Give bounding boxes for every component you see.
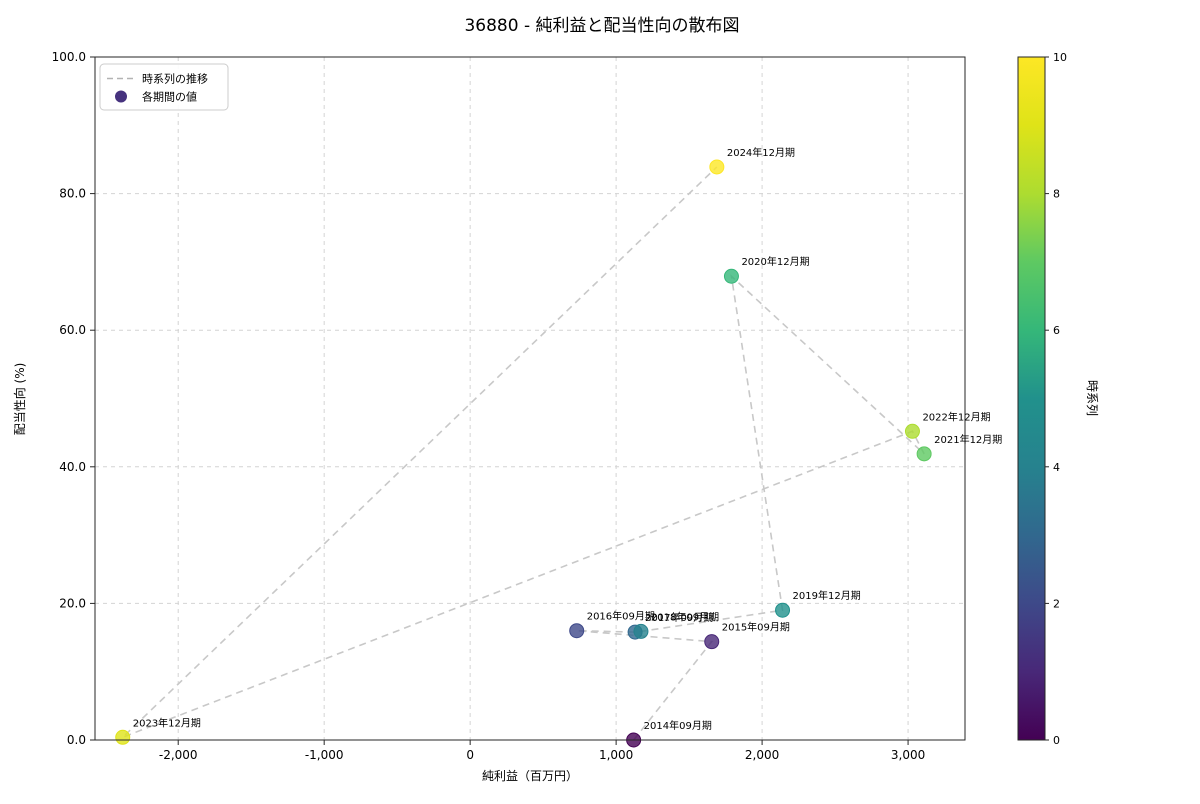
data-point (709, 159, 725, 175)
legend: 時系列の推移 各期間の値 (99, 63, 229, 111)
data-point (569, 623, 585, 639)
y-tick-label: 40.0 (59, 460, 86, 474)
legend-marker-sample (115, 90, 127, 103)
colorbar-tick-label: 10 (1053, 51, 1067, 64)
colorbar-tick-label: 4 (1053, 461, 1060, 474)
colorbar: 0 2 4 6 8 10 時系列 (1017, 51, 1099, 747)
x-tick-label: -2,000 (159, 748, 198, 762)
data-point (916, 446, 932, 462)
chart-title: 36880 - 純利益と配当性向の散布図 (464, 16, 739, 36)
point-label: 2020年12月期 (741, 255, 809, 268)
colorbar-tick-label: 8 (1053, 188, 1060, 201)
point-label: 2018年09月期 (651, 610, 719, 623)
data-point (115, 729, 131, 745)
colorbar-tick-label: 0 (1053, 734, 1060, 747)
colorbar-ticks: 0 2 4 6 8 10 (1045, 51, 1067, 747)
x-axis-label: 純利益（百万円） (482, 769, 578, 783)
x-tick-label: 1,000 (599, 748, 633, 762)
annotation-layer: 2014年09月期 2015年09月期 2016年09月期2017年09月期2018… (133, 146, 1003, 732)
legend-frame (99, 63, 229, 111)
point-label: 2022年12月期 (922, 410, 990, 423)
point-label: 2019年12月期 (793, 589, 861, 602)
y-axis-label: 配当性向 (%) (12, 363, 27, 436)
x-tick-label: -1,000 (305, 748, 344, 762)
tick-layer: -2,000 -1,000 0 1,000 2,000 3,000 0.0 20.0 40.0 6… (52, 50, 926, 762)
time-series-path (122, 166, 925, 741)
point-label: 2017年09月期 (645, 611, 713, 624)
x-tick-label: 2,000 (745, 748, 779, 762)
point-label: 2014年09月期 (644, 719, 712, 732)
y-tick-label: 100.0 (52, 50, 86, 64)
point-label: 2016年09月期 (587, 610, 655, 623)
data-point (775, 602, 791, 618)
point-label: 2021年12月期 (934, 433, 1002, 446)
y-tick-label: 0.0 (67, 733, 86, 747)
data-point (704, 634, 720, 650)
data-point (723, 268, 739, 284)
plot-border (94, 56, 966, 741)
legend-label-series: 時系列の推移 (142, 72, 208, 86)
point-label: 2023年12月期 (133, 716, 201, 729)
x-tick-label: 3,000 (891, 748, 925, 762)
y-tick-label: 60.0 (59, 323, 86, 337)
colorbar-bar (1017, 56, 1046, 741)
series-layer (115, 159, 932, 748)
y-tick-label: 20.0 (59, 596, 86, 610)
colorbar-label: 時系列 (1085, 380, 1099, 416)
grid-layer (95, 56, 965, 741)
colorbar-tick-label: 6 (1053, 324, 1060, 337)
x-tick-label: 0 (466, 748, 474, 762)
y-tick-label: 80.0 (59, 187, 86, 201)
colorbar-tick-label: 2 (1053, 597, 1060, 610)
point-label: 2015年09月期 (722, 621, 790, 634)
data-point (904, 423, 920, 439)
data-point (633, 623, 649, 639)
legend-label-marker: 各期間の値 (142, 90, 197, 104)
point-label: 2024年12月期 (727, 146, 795, 159)
